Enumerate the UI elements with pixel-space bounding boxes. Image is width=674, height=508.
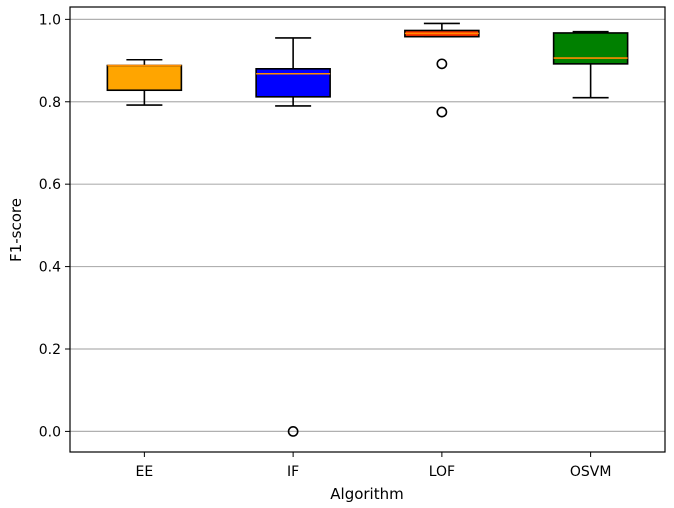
x-axis-label: Algorithm [330,485,403,503]
y-tick-label: 0.4 [39,260,61,276]
x-tick-label-if: IF [287,464,299,480]
iqr-box-osvm [552,32,629,65]
iqr-box-ee [106,64,183,92]
x-tick-label-ee: EE [136,464,154,480]
box-ee [106,58,183,106]
box-plots [106,22,629,437]
box-if [255,37,331,437]
x-tick-label-lof: LOF [429,464,455,480]
y-axis-label: F1-score [7,198,25,262]
grid-lines [70,18,665,432]
y-tick-label: 0.6 [39,177,61,193]
box-osvm [552,30,629,99]
outlier-if [287,425,299,437]
y-axis-ticks: 0.0 0.2 0.4 0.6 0.8 1.0 [39,12,70,440]
plot-frame [69,6,666,453]
y-tick-label: 0.8 [39,95,61,111]
x-tick-label-osvm: OSVM [570,464,612,480]
outlier-lof [436,58,448,70]
x-axis-ticks: EE IF LOF OSVM [136,452,612,480]
y-tick-label: 0.2 [39,342,61,358]
box-lof [404,22,480,118]
outlier-lof [436,106,448,118]
y-tick-label: 1.0 [39,12,61,28]
y-tick-label: 0.0 [39,424,61,440]
